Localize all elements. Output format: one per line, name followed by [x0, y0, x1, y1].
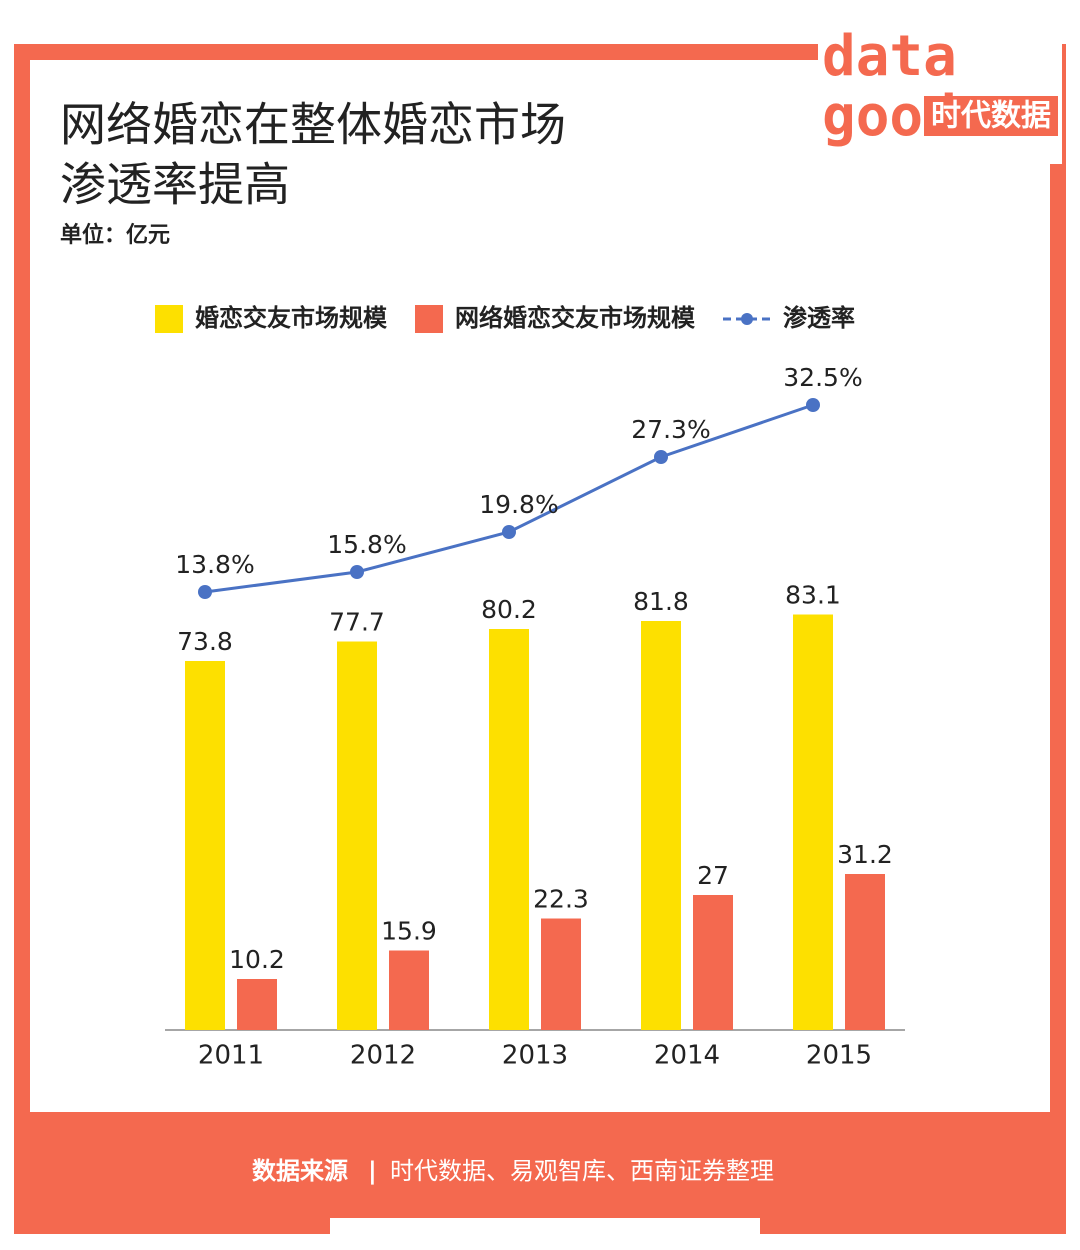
legend-marker — [741, 313, 753, 325]
legend-swatch — [155, 305, 183, 333]
chart-subtitle: 单位：亿元 — [60, 222, 170, 248]
logo-mark: data — [822, 24, 957, 89]
line-marker — [198, 585, 212, 599]
line-marker — [806, 398, 820, 412]
logo-bg — [818, 14, 1062, 164]
data-label: 22.3 — [533, 885, 589, 914]
bar — [793, 614, 833, 1030]
data-label: 80.2 — [481, 595, 537, 624]
data-label: 19.8% — [479, 490, 558, 519]
bar — [337, 641, 377, 1030]
bar — [389, 950, 429, 1030]
source-separator: | — [368, 1157, 377, 1185]
chart-title: 网络婚恋在整体婚恋市场 — [60, 98, 566, 152]
legend-swatch — [415, 305, 443, 333]
line-marker — [502, 525, 516, 539]
line-marker — [654, 450, 668, 464]
data-label: 73.8 — [177, 627, 233, 656]
x-tick-label: 2012 — [350, 1041, 416, 1071]
source-text: 时代数据、易观智库、西南证券整理 — [390, 1157, 774, 1185]
data-label: 31.2 — [837, 840, 893, 869]
legend-label: 婚恋交友市场规模 — [195, 304, 388, 332]
data-label: 15.8% — [327, 530, 406, 559]
footer-decoration — [330, 1218, 760, 1234]
legend-label: 网络婚恋交友市场规模 — [455, 304, 696, 332]
x-tick-label: 2014 — [654, 1041, 720, 1071]
line-marker — [350, 565, 364, 579]
bar — [489, 629, 529, 1030]
panel — [30, 60, 1050, 1112]
data-label: 81.8 — [633, 587, 689, 616]
bar — [641, 621, 681, 1030]
x-tick-label: 2011 — [198, 1041, 264, 1071]
logo-badge — [924, 96, 1058, 136]
data-label: 13.8% — [175, 550, 254, 579]
chart-title: 渗透率提高 — [60, 158, 290, 212]
data-label: 10.2 — [229, 945, 285, 974]
bar — [237, 979, 277, 1030]
x-tick-label: 2013 — [502, 1041, 568, 1071]
x-tick-label: 2015 — [806, 1041, 872, 1071]
bar — [541, 918, 581, 1030]
bar — [693, 895, 733, 1030]
data-label: 83.1 — [785, 581, 841, 610]
data-label: 27 — [697, 861, 729, 890]
data-label: 77.7 — [329, 608, 385, 637]
bar — [185, 661, 225, 1030]
bar — [845, 874, 885, 1030]
legend-label: 渗透率 — [783, 304, 855, 332]
logo-text: 时代数据 — [931, 99, 1051, 134]
data-label: 27.3% — [631, 415, 710, 444]
data-label: 32.5% — [783, 363, 862, 392]
data-label: 15.9 — [381, 917, 437, 946]
source-label: 数据来源 — [252, 1157, 348, 1185]
